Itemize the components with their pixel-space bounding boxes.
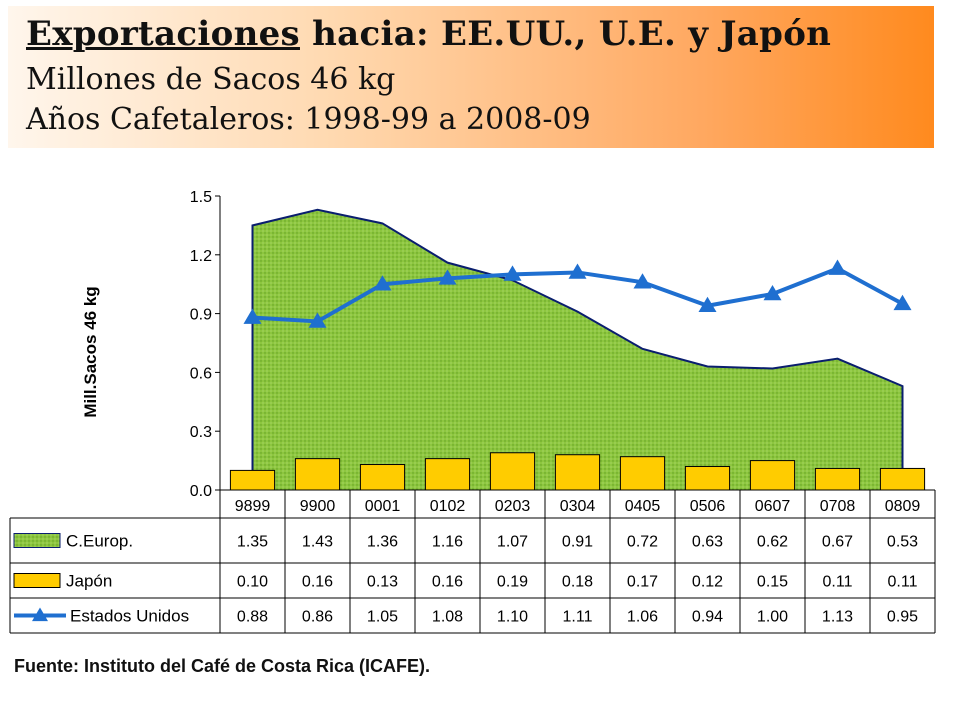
chart-title-rest: hacia: EE.UU., U.E. y Japón <box>299 14 832 54</box>
bar-japon-0304 <box>554 454 601 491</box>
bar-japon-9899 <box>229 469 276 491</box>
series-area-ceurop-outline <box>251 208 904 490</box>
table-cell-value: 1.13 <box>822 609 853 626</box>
x-tick-label: 0001 <box>365 498 401 515</box>
plot-layer <box>229 208 926 491</box>
table-cell-value: 0.11 <box>823 574 853 591</box>
x-tick-label: 0203 <box>495 498 531 515</box>
series-area-ceurop <box>252 209 903 490</box>
table-cell-value: 0.17 <box>627 574 658 591</box>
legend-label: C.Europ. <box>66 532 133 551</box>
data-table: 9899 9900 0001 0102 0203 0304 0405 0506 0607 0708… <box>9 489 936 634</box>
table-cell-value: 0.62 <box>757 534 788 551</box>
y-tick-label: 0.0 <box>190 483 212 500</box>
table-cell-value: 0.12 <box>692 574 723 591</box>
y-tick-label: 1.5 <box>190 189 212 206</box>
table-cell-value: 0.18 <box>562 574 593 591</box>
bar-japon-0405 <box>619 456 666 491</box>
table-cell-value: 1.00 <box>757 609 788 626</box>
table-cell-value: 0.95 <box>887 609 918 626</box>
x-tick-label: 0809 <box>885 498 921 515</box>
chart-title: Exportaciones hacia: EE.UU., U.E. y Japó… <box>26 14 831 54</box>
y-tick-label: 0.3 <box>190 424 212 441</box>
legend-label: Estados Unidos <box>70 607 189 626</box>
table-cell-value: 1.43 <box>302 534 333 551</box>
bar-japon-0607 <box>749 460 796 491</box>
legend-swatch-japon <box>13 573 61 588</box>
axis-layer: 0.0 0.3 0.6 0.9 1.2 1.5 Mill.Sacos 46 kg <box>81 189 221 500</box>
table-cell-value: 1.07 <box>497 534 528 551</box>
point-estados-unidos-0001 <box>373 275 392 291</box>
table-cell-value: 1.11 <box>563 609 593 626</box>
x-tick-label: 0506 <box>690 498 726 515</box>
table-cell-value: 0.63 <box>692 534 723 551</box>
chart-subtitle-units: Millones de Sacos 46 kg <box>26 62 396 97</box>
table-cell-value: 1.36 <box>367 534 398 551</box>
table-cell-value: 0.88 <box>237 609 268 626</box>
table-cell-value: 0.10 <box>237 574 268 591</box>
bar-japon-9900 <box>294 458 341 491</box>
table-cell-value: 1.35 <box>237 534 268 551</box>
point-estados-unidos-0405 <box>633 273 652 289</box>
table-cell-value: 0.91 <box>562 534 593 551</box>
point-estados-unidos-0304 <box>568 263 587 279</box>
y-tick-label: 0.6 <box>190 365 212 382</box>
source-note: Fuente: Instituto del Café de Costa Rica… <box>14 656 431 676</box>
x-tick-label: 0607 <box>755 498 791 515</box>
y-axis-label: Mill.Sacos 46 kg <box>81 286 100 417</box>
point-estados-unidos-0506 <box>698 296 717 313</box>
point-estados-unidos-0102 <box>438 269 457 285</box>
table-cell-value: 0.72 <box>627 534 658 551</box>
bar-japon-0102 <box>424 458 471 491</box>
table-cell-value: 0.16 <box>302 574 333 591</box>
x-tick-label: 0405 <box>625 498 661 515</box>
point-estados-unidos-9899 <box>243 308 262 324</box>
table-cell-value: 1.16 <box>432 534 463 551</box>
x-tick-label: 0708 <box>820 498 856 515</box>
table-cell-value: 0.53 <box>887 534 918 551</box>
legend-label: Japón <box>66 572 112 591</box>
bar-japon-0809 <box>879 467 926 491</box>
table-cell-value: 0.94 <box>692 609 723 626</box>
table-cell-value: 1.10 <box>497 609 528 626</box>
bar-japon-0203 <box>489 452 536 491</box>
legend-marker-estados-unidos <box>32 607 48 622</box>
table-cell-value: 0.11 <box>888 574 918 591</box>
chart-subtitle-years: Años Cafetaleros: 1998-99 a 2008-09 <box>26 102 591 137</box>
x-tick-label: 0304 <box>560 498 596 515</box>
table-cell-value: 0.13 <box>367 574 398 591</box>
point-estados-unidos-0708 <box>828 259 847 275</box>
x-tick-label: 0102 <box>430 498 466 515</box>
x-tick-label: 9900 <box>300 498 336 515</box>
table-cell-value: 1.08 <box>432 609 463 626</box>
table-cell-value: 0.67 <box>822 534 853 551</box>
table-cell-value: 1.05 <box>367 609 398 626</box>
bar-japon-0001 <box>359 464 406 491</box>
title-banner: Exportaciones hacia: EE.UU., U.E. y Japó… <box>8 6 934 148</box>
point-estados-unidos-0809 <box>893 294 912 311</box>
point-estados-unidos-0203 <box>503 265 522 281</box>
table-cell-value: 0.19 <box>497 574 528 591</box>
y-tick-label: 0.9 <box>190 307 212 324</box>
bar-japon-0708 <box>814 467 861 491</box>
y-tick-label: 1.2 <box>190 248 212 265</box>
chart-title-underlined: Exportaciones <box>26 14 300 54</box>
bar-japon-0506 <box>684 465 731 491</box>
point-estados-unidos-0607 <box>763 285 782 301</box>
legend-swatch-ceurop <box>13 533 61 548</box>
point-estados-unidos-9900 <box>308 312 327 328</box>
table-cell-value: 0.16 <box>432 574 463 591</box>
table-cell-value: 0.86 <box>302 609 333 626</box>
table-cell-value: 1.06 <box>627 609 658 626</box>
table-cell-value: 0.15 <box>757 574 788 591</box>
x-tick-label: 9899 <box>235 498 271 515</box>
